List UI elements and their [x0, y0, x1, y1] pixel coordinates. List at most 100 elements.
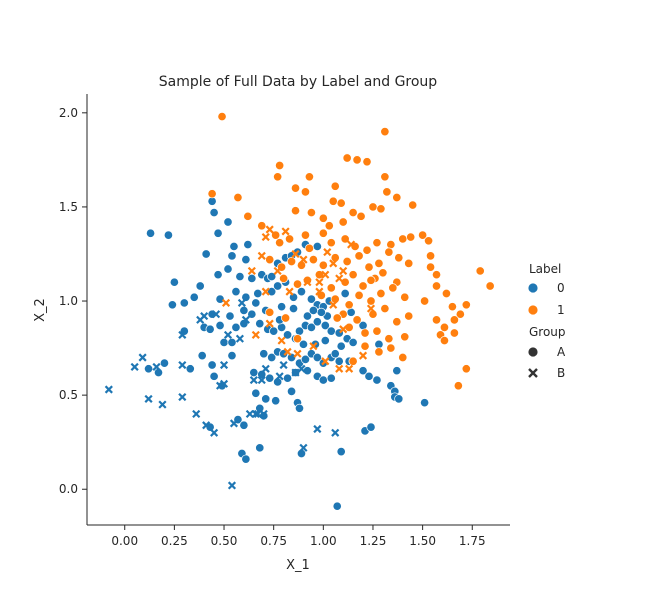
data-point-label-0-group-a — [169, 277, 179, 287]
data-point-label-0-group-b — [223, 330, 233, 339]
data-point-label-0-group-b — [202, 421, 211, 430]
data-point-label-1-group-a — [304, 172, 314, 182]
data-point-label-0-group-a — [247, 273, 257, 283]
data-point-label-1-group-b — [335, 364, 344, 373]
data-point-label-1-group-a — [398, 234, 408, 244]
data-point-label-1-group-a — [392, 192, 402, 203]
data-point-label-1-group-a — [354, 251, 364, 261]
data-point-label-0-group-a — [306, 294, 316, 304]
data-point-label-1-group-a — [306, 208, 316, 218]
data-point-label-1-group-a — [386, 343, 396, 353]
data-point-label-0-group-b — [245, 409, 254, 419]
data-point-label-1-group-a — [286, 256, 297, 267]
x-tick-label: 1.00 — [310, 534, 337, 548]
data-point-label-0-group-a — [215, 294, 225, 304]
data-point-label-0-group-b — [219, 360, 229, 370]
data-point-label-0-group-a — [286, 386, 297, 396]
data-point-label-1-group-b — [299, 255, 308, 264]
data-point-label-1-group-a — [279, 273, 289, 283]
data-point-label-1-group-b — [261, 287, 270, 296]
data-point-label-1-group-b — [321, 270, 330, 279]
data-point-label-1-group-a — [360, 328, 370, 338]
data-point-label-0-group-a — [294, 403, 305, 413]
data-point-label-0-group-a — [249, 368, 259, 378]
data-point-label-0-group-b — [104, 385, 113, 394]
data-point-label-0-group-a — [348, 337, 358, 347]
data-point-label-1-group-a — [380, 172, 390, 182]
data-point-label-0-group-a — [213, 228, 223, 238]
data-point-label-1-group-a — [348, 270, 358, 280]
data-point-label-0-group-b — [249, 376, 258, 385]
data-point-label-1-group-a — [285, 234, 295, 244]
data-point-label-0-group-a — [340, 288, 350, 299]
data-point-label-0-group-a — [239, 420, 249, 430]
data-point-label-1-group-a — [350, 241, 360, 251]
data-point-label-0-group-a — [243, 240, 253, 250]
data-point-label-1-group-a — [449, 315, 459, 325]
y-tick-label: 0.0 — [59, 482, 78, 496]
data-point-label-1-group-a — [424, 236, 434, 246]
data-point-label-1-group-a — [290, 206, 301, 216]
data-point-label-0-group-a — [195, 281, 205, 291]
data-point-label-0-group-b — [192, 409, 201, 419]
data-point-label-1-group-a — [418, 230, 428, 240]
data-point-label-0-group-a — [225, 311, 235, 321]
data-point-label-0-group-a — [336, 447, 346, 457]
data-point-label-1-group-b — [329, 259, 338, 268]
x-ticks: 0.00 0.25 0.50 0.75 1.00 1.25 1.50 1.75 — [111, 525, 486, 548]
data-point-label-0-group-b — [297, 364, 306, 373]
data-point-label-1-group-a — [340, 277, 350, 287]
data-point-label-1-group-a — [342, 256, 352, 267]
data-point-label-0-group-a — [189, 292, 199, 302]
data-point-label-0-group-a — [201, 249, 211, 259]
data-point-label-1-group-b — [247, 266, 256, 275]
data-point-label-1-group-a — [475, 266, 485, 276]
data-point-label-1-group-a — [318, 260, 328, 270]
data-point-label-1-group-a — [420, 296, 430, 306]
data-point-label-1-group-a — [408, 200, 418, 210]
x-tick-label: 0.25 — [161, 534, 188, 548]
data-point-label-1-group-a — [404, 311, 414, 321]
data-point-label-0-group-a — [318, 375, 328, 385]
data-point-label-1-group-a — [368, 202, 378, 212]
data-point-label-1-group-a — [342, 153, 352, 163]
legend-marker-label-1 — [527, 304, 539, 316]
data-point-label-0-group-a — [392, 366, 402, 376]
data-point-label-1-group-a — [384, 247, 394, 257]
data-point-label-0-group-b — [257, 376, 266, 385]
data-point-label-0-group-a — [286, 352, 297, 363]
data-point-label-0-group-a — [312, 352, 322, 363]
chart-title: Sample of Full Data by Label and Group — [159, 74, 438, 90]
data-point-label-1-group-a — [485, 281, 495, 291]
x-tick-label: 0.50 — [211, 534, 238, 548]
data-point-label-1-group-b — [358, 351, 368, 360]
data-point-label-0-group-a — [241, 454, 251, 464]
data-point-label-0-group-b — [279, 360, 288, 370]
legend-label-1: 1 — [557, 303, 565, 317]
legend-style-title: Group — [529, 325, 566, 339]
data-point-label-1-group-a — [314, 270, 324, 280]
data-point-label-1-group-b — [283, 347, 292, 356]
data-point-label-0-group-a — [213, 270, 223, 280]
legend-marker-group-a — [527, 346, 539, 358]
legend-marker-group-b — [528, 368, 538, 378]
data-point-label-1-group-a — [376, 288, 386, 299]
x-tick-label: 1.50 — [409, 534, 436, 548]
data-point-label-1-group-b — [303, 278, 312, 287]
data-point-label-1-group-a — [431, 315, 442, 325]
data-point-label-0-group-b — [291, 368, 300, 377]
data-point-label-0-group-a — [334, 356, 344, 366]
data-point-label-1-group-a — [271, 230, 281, 240]
data-point-label-1-group-b — [251, 330, 260, 339]
data-point-label-0-group-a — [316, 307, 326, 317]
data-point-label-0-group-a — [241, 292, 251, 302]
data-point-label-1-group-b — [221, 298, 231, 307]
data-point-label-0-group-a — [259, 349, 269, 359]
data-point-label-1-group-a — [348, 208, 358, 218]
data-point-label-1-group-a — [302, 275, 312, 285]
data-point-label-0-group-b — [144, 394, 153, 403]
data-point-label-0-group-a — [283, 373, 293, 383]
data-point-label-1-group-a — [275, 160, 285, 171]
data-point-label-0-group-a — [372, 375, 382, 385]
data-point-label-1-group-a — [386, 240, 396, 250]
